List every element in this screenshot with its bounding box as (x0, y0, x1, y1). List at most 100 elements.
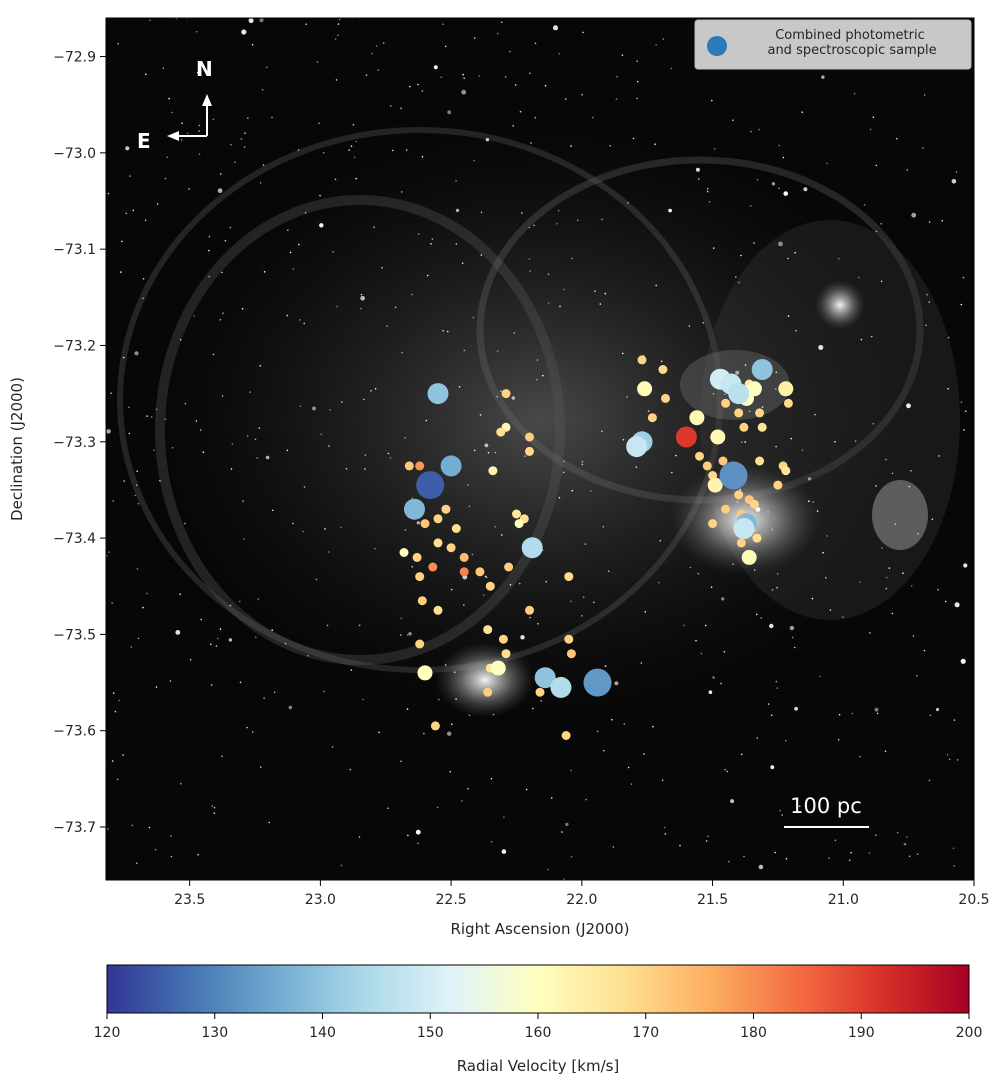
star (814, 413, 816, 416)
star (350, 669, 353, 671)
star (142, 606, 144, 609)
data-point (399, 548, 409, 557)
plot-frame (105, 17, 975, 881)
data-point (433, 605, 443, 615)
star (779, 809, 781, 812)
data-point (739, 422, 749, 432)
star (812, 501, 815, 503)
star (558, 52, 561, 55)
star (345, 467, 348, 470)
star (246, 435, 249, 437)
star (582, 596, 585, 598)
star (371, 52, 373, 55)
star (405, 149, 408, 151)
star (713, 147, 716, 150)
star (171, 111, 173, 114)
star (180, 782, 182, 785)
star (286, 314, 289, 317)
star (744, 441, 746, 443)
star (581, 463, 584, 466)
data-point (525, 432, 534, 442)
star (801, 111, 803, 113)
star (287, 229, 289, 231)
star (360, 293, 363, 296)
star (721, 597, 725, 601)
star (838, 713, 841, 716)
star (468, 714, 471, 717)
star (562, 471, 565, 474)
star (224, 239, 227, 242)
star (400, 107, 402, 110)
star (611, 718, 613, 721)
data-point (440, 455, 462, 477)
star (417, 842, 419, 845)
star (536, 378, 538, 381)
data-point (521, 537, 543, 559)
star (312, 406, 316, 411)
star (885, 576, 888, 579)
star (131, 824, 134, 827)
star (229, 604, 232, 607)
star (644, 611, 647, 613)
y-tick-label: −73.1 (53, 242, 96, 258)
star (707, 835, 709, 838)
star (739, 488, 741, 491)
star (213, 806, 216, 809)
star (334, 38, 337, 40)
star (444, 664, 447, 666)
star (107, 192, 110, 195)
star (170, 855, 173, 858)
data-point (483, 687, 493, 697)
star (954, 602, 960, 608)
star (297, 149, 300, 151)
data-point (707, 477, 723, 493)
star (198, 124, 201, 127)
star (581, 93, 583, 96)
star (708, 690, 713, 694)
star (935, 707, 940, 712)
star (509, 50, 511, 53)
star (329, 409, 331, 411)
star (537, 623, 539, 625)
star (108, 551, 110, 553)
star (162, 67, 165, 69)
star (324, 528, 326, 530)
star (135, 484, 138, 487)
star (627, 201, 629, 204)
star (229, 226, 232, 229)
data-point (496, 427, 506, 437)
star (444, 45, 447, 48)
star (212, 118, 215, 121)
star (626, 396, 628, 398)
star (928, 301, 930, 303)
star (740, 753, 743, 756)
star (170, 835, 172, 837)
star (304, 212, 307, 214)
star (532, 707, 534, 710)
star (455, 243, 458, 245)
data-point (736, 538, 746, 548)
star (449, 770, 452, 773)
data-point (755, 408, 765, 418)
star (724, 768, 726, 771)
star (834, 839, 837, 842)
star (217, 188, 223, 194)
star (411, 497, 414, 499)
star (636, 60, 638, 62)
star (455, 179, 457, 182)
compass: N E (137, 57, 213, 153)
star (501, 534, 503, 536)
star (545, 580, 547, 583)
star (288, 705, 292, 710)
data-point (741, 549, 757, 565)
star (175, 630, 181, 635)
data-point (415, 639, 425, 649)
star (801, 449, 804, 452)
star (259, 365, 262, 367)
star (565, 98, 567, 100)
x-tick-label: 23.5 (174, 892, 205, 908)
star (528, 226, 531, 229)
data-point (752, 533, 762, 543)
star (320, 433, 323, 436)
star (524, 455, 526, 457)
